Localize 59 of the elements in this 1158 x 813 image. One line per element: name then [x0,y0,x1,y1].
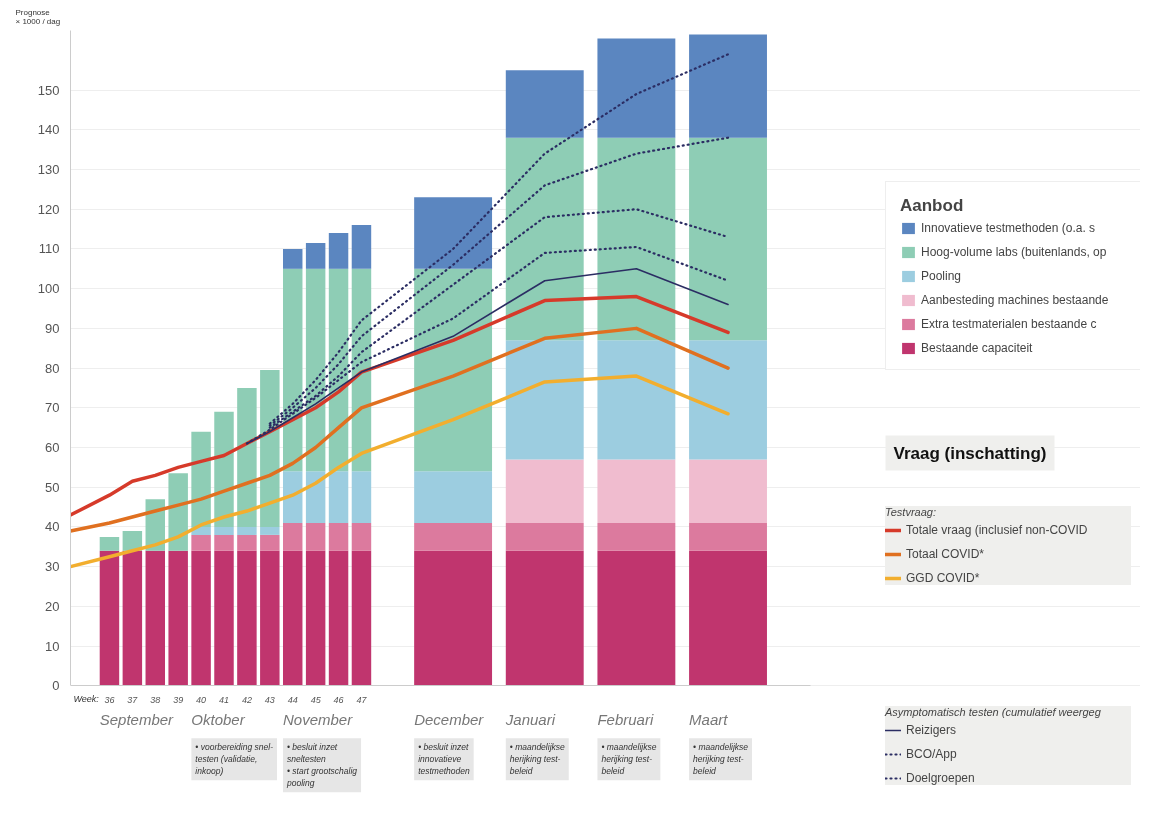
x-tick-label: 41 [218,694,230,705]
x-tick-label: 43 [264,694,275,705]
legend-label: Innovatieve testmethoden (o.a. s [921,221,1097,235]
text: December [414,711,485,729]
text: Asymptomatisch testen (cumulatief weergeg [885,706,1102,718]
y-tick-label: 110 [38,241,60,257]
y-tick-label: 140 [37,122,60,138]
y-tick-label: 40 [45,519,60,535]
legend-label: Bestaande capaciteit [921,341,1034,355]
text: • besluit inzet sneltesten • start grootschalig pooling [285,742,358,789]
legend-label: GGD COVID* [906,571,981,585]
y-tick-label: 90 [45,320,60,336]
y-tick-label: 70 [45,400,60,416]
x-tick-label: 36 [104,694,115,705]
text: Vraag (inschatting) [893,443,1047,463]
x-tick-label: 42 [241,694,252,705]
y-tick-label: 60 [45,440,60,456]
legend-label: BCO/App [906,747,958,761]
legend-label: Hoog-volume labs (buitenlands, op [921,245,1108,259]
y-tick-label: 130 [37,162,60,178]
legend-label: Totale vraag (inclusief non-COVID [906,523,1089,537]
text: • maandelijkse herijking test- beleid [693,742,749,777]
y-tick-label: 20 [45,598,60,614]
text: Februari [597,711,654,729]
text: Maart [689,711,729,729]
x-tick-label: 47 [356,694,368,705]
x-tick-label: 38 [150,694,161,705]
y-tick-label: 0 [52,678,60,694]
text: • maandelijkse herijking test- beleid [509,742,566,777]
y-tick-label: 150 [37,82,60,98]
text: September [99,711,175,729]
y-tick-label: 120 [37,201,60,217]
legend-label: Extra testmaterialen bestaande c [921,317,1098,331]
y-tick-label: 100 [37,281,60,297]
legend-label: Totaal COVID* [906,547,986,561]
x-tick-label: 37 [127,694,139,705]
y-axis-title: Prognose × 1000 / dag [15,7,61,26]
y-tick-label: 50 [45,479,60,495]
x-tick-label: 39 [173,694,184,705]
y-tick-label: 30 [45,559,60,575]
x-tick-label: 46 [333,694,344,705]
text: November [282,711,354,729]
legend-label: Pooling [921,269,963,283]
y-tick-label: 10 [45,638,60,654]
x-tick-label: 44 [287,694,298,705]
text: • besluit inzet innovatieve testmethoden [418,742,470,777]
legend-label: Reizigers [906,723,957,737]
legend-label: Aanbesteding machines bestaande [921,293,1110,307]
y-tick-label: 80 [45,360,60,376]
legend-title: Aanbod [900,196,965,216]
text: • maandelijkse herijking test- beleid [601,742,657,777]
x-tick-label: 40 [196,694,207,705]
legend-label: Doelgroepen [906,771,976,785]
text: Testvraag: [885,506,937,518]
text: • voorbereiding snel- testen (validatie, inkoop) [195,742,274,777]
text: Januari [504,711,556,729]
x-tick-label: 45 [310,694,322,705]
text: Oktober [191,711,246,729]
text: Week: [73,693,100,704]
